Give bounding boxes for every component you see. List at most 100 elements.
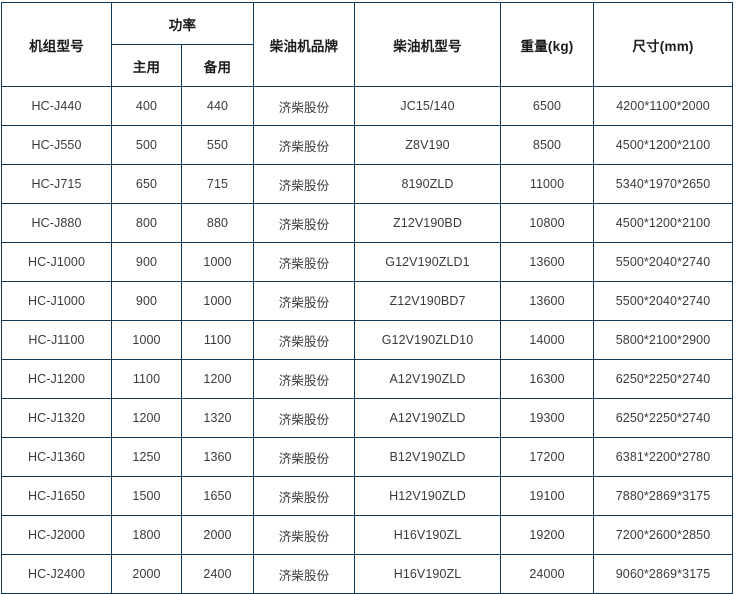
table-row: HC-J440 400 440 济柴股份 JC15/140 6500 4200*1100*2… [1, 86, 733, 126]
cell-weight: 10800 [500, 203, 594, 243]
table-row: HC-J1320 1200 1320 济柴股份 A12V190ZLD 19300 6250*… [1, 398, 733, 438]
table-row: HC-J1100 1000 1100 济柴股份 G12V190ZLD10 14000 580… [1, 320, 733, 360]
cell-engine-brand: 济柴股份 [253, 242, 355, 282]
cell-dimensions: 4500*1200*2100 [593, 203, 733, 243]
cell-power-main: 1500 [111, 476, 182, 516]
cell-power-main: 900 [111, 281, 182, 321]
header-row-primary: 机组型号 功率 柴油机品牌 柴油机型号 重量(kg) 尺寸(mm) [1, 2, 733, 87]
cell-weight: 17200 [500, 437, 594, 477]
cell-power-backup: 2400 [181, 554, 254, 594]
cell-power-main: 1200 [111, 398, 182, 438]
column-header-power-main: 主用 [111, 44, 182, 87]
cell-engine-model: H12V190ZLD [354, 476, 501, 516]
cell-engine-model: H16V190ZL [354, 554, 501, 594]
cell-dimensions: 5340*1970*2650 [593, 164, 733, 204]
table-header: 机组型号 功率 柴油机品牌 柴油机型号 重量(kg) 尺寸(mm) 主用 备用 [1, 2, 733, 87]
cell-power-main: 900 [111, 242, 182, 282]
cell-model: HC-J715 [1, 164, 112, 204]
cell-power-main: 800 [111, 203, 182, 243]
cell-power-backup: 1000 [181, 242, 254, 282]
cell-weight: 13600 [500, 281, 594, 321]
cell-weight: 24000 [500, 554, 594, 594]
column-header-power-group: 功率 [111, 2, 254, 45]
cell-model: HC-J2000 [1, 515, 112, 555]
table-row: HC-J715 650 715 济柴股份 8190ZLD 11000 5340*1970*2… [1, 164, 733, 204]
cell-power-backup: 715 [181, 164, 254, 204]
cell-engine-model: A12V190ZLD [354, 398, 501, 438]
cell-power-backup: 1100 [181, 320, 254, 360]
cell-model: HC-J1000 [1, 242, 112, 282]
table-row: HC-J1000 900 1000 济柴股份 G12V190ZLD1 13600 5500*… [1, 242, 733, 282]
cell-engine-brand: 济柴股份 [253, 398, 355, 438]
cell-power-main: 1100 [111, 359, 182, 399]
cell-engine-brand: 济柴股份 [253, 320, 355, 360]
cell-model: HC-J2400 [1, 554, 112, 594]
cell-power-backup: 440 [181, 86, 254, 126]
table-row: HC-J880 800 880 济柴股份 Z12V190BD 10800 4500*1200… [1, 203, 733, 243]
cell-engine-model: H16V190ZL [354, 515, 501, 555]
cell-engine-brand: 济柴股份 [253, 86, 355, 126]
cell-engine-brand: 济柴股份 [253, 125, 355, 165]
cell-model: HC-J1000 [1, 281, 112, 321]
cell-power-main: 1800 [111, 515, 182, 555]
cell-model: HC-J440 [1, 86, 112, 126]
cell-model: HC-J1320 [1, 398, 112, 438]
cell-engine-model: G12V190ZLD1 [354, 242, 501, 282]
cell-dimensions: 9060*2869*3175 [593, 554, 733, 594]
cell-engine-brand: 济柴股份 [253, 281, 355, 321]
cell-power-backup: 2000 [181, 515, 254, 555]
cell-dimensions: 7880*2869*3175 [593, 476, 733, 516]
cell-dimensions: 4500*1200*2100 [593, 125, 733, 165]
table-row: HC-J1000 900 1000 济柴股份 Z12V190BD7 13600 5500*2… [1, 281, 733, 321]
cell-weight: 19300 [500, 398, 594, 438]
cell-engine-model: JC15/140 [354, 86, 501, 126]
cell-power-main: 650 [111, 164, 182, 204]
cell-engine-brand: 济柴股份 [253, 476, 355, 516]
cell-dimensions: 5500*2040*2740 [593, 242, 733, 282]
cell-engine-brand: 济柴股份 [253, 554, 355, 594]
cell-engine-model: Z8V190 [354, 125, 501, 165]
cell-weight: 19200 [500, 515, 594, 555]
cell-dimensions: 4200*1100*2000 [593, 86, 733, 126]
table-body: HC-J440 400 440 济柴股份 JC15/140 6500 4200*1100*2… [1, 86, 733, 594]
cell-weight: 8500 [500, 125, 594, 165]
cell-dimensions: 6381*2200*2780 [593, 437, 733, 477]
cell-weight: 16300 [500, 359, 594, 399]
cell-dimensions: 7200*2600*2850 [593, 515, 733, 555]
cell-engine-model: B12V190ZLD [354, 437, 501, 477]
table-row: HC-J1360 1250 1360 济柴股份 B12V190ZLD 17200 6381*… [1, 437, 733, 477]
cell-dimensions: 6250*2250*2740 [593, 359, 733, 399]
cell-power-backup: 550 [181, 125, 254, 165]
cell-power-main: 1000 [111, 320, 182, 360]
cell-engine-brand: 济柴股份 [253, 203, 355, 243]
cell-engine-brand: 济柴股份 [253, 359, 355, 399]
cell-power-main: 1250 [111, 437, 182, 477]
table-row: HC-J1650 1500 1650 济柴股份 H12V190ZLD 19100 7880*… [1, 476, 733, 516]
cell-power-backup: 1200 [181, 359, 254, 399]
cell-engine-brand: 济柴股份 [253, 437, 355, 477]
column-header-engine-model: 柴油机型号 [354, 2, 501, 87]
cell-engine-model: G12V190ZLD10 [354, 320, 501, 360]
cell-engine-model: 8190ZLD [354, 164, 501, 204]
cell-engine-brand: 济柴股份 [253, 515, 355, 555]
cell-dimensions: 6250*2250*2740 [593, 398, 733, 438]
cell-engine-model: A12V190ZLD [354, 359, 501, 399]
column-header-model: 机组型号 [1, 2, 112, 87]
cell-weight: 19100 [500, 476, 594, 516]
cell-power-backup: 1000 [181, 281, 254, 321]
cell-power-main: 400 [111, 86, 182, 126]
cell-model: HC-J880 [1, 203, 112, 243]
cell-dimensions: 5500*2040*2740 [593, 281, 733, 321]
cell-power-backup: 1320 [181, 398, 254, 438]
cell-weight: 14000 [500, 320, 594, 360]
table-row: HC-J550 500 550 济柴股份 Z8V190 8500 4500*1200*210… [1, 125, 733, 165]
cell-power-backup: 1650 [181, 476, 254, 516]
cell-engine-model: Z12V190BD7 [354, 281, 501, 321]
cell-model: HC-J1200 [1, 359, 112, 399]
cell-model: HC-J1650 [1, 476, 112, 516]
cell-model: HC-J1360 [1, 437, 112, 477]
cell-weight: 13600 [500, 242, 594, 282]
cell-weight: 6500 [500, 86, 594, 126]
cell-dimensions: 5800*2100*2900 [593, 320, 733, 360]
